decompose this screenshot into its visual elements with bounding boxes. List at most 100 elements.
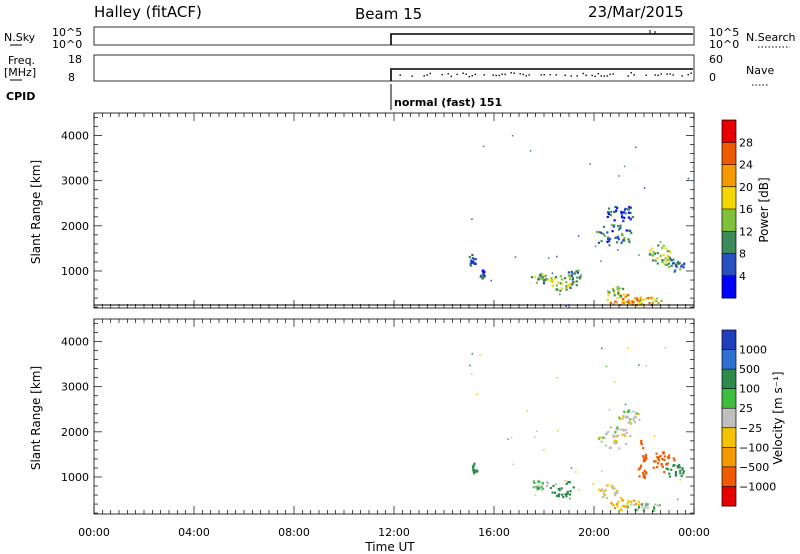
power-cell xyxy=(607,290,610,293)
velocity-cell xyxy=(613,439,616,442)
cpid-label: CPID xyxy=(6,90,35,103)
power-cell xyxy=(473,258,476,261)
freq-panel: Freq. [MHz] 18 8 60 0 Nave xyxy=(4,53,774,86)
velocity-cell xyxy=(627,409,630,412)
velocity-colorbar-tick-label: −25 xyxy=(739,422,762,435)
velocity-cell xyxy=(600,489,603,492)
velocity-colorbar-tick-label: 100 xyxy=(739,383,760,396)
power-cell xyxy=(607,294,610,297)
velocity-cell xyxy=(549,486,552,490)
power-cell xyxy=(560,287,563,290)
velocity-cell xyxy=(551,491,554,494)
velocity-cell xyxy=(624,428,627,431)
velocity-cell xyxy=(641,506,644,509)
power-panel: 1000 2000 3000 4000 Slant Range [km] xyxy=(29,112,695,309)
power-cell xyxy=(678,262,681,265)
power-cell xyxy=(609,237,612,241)
nave-point xyxy=(450,75,452,78)
power-cell xyxy=(627,299,631,302)
velocity-cell xyxy=(565,495,568,498)
power-cell xyxy=(661,246,664,250)
power-cell xyxy=(692,208,695,210)
power-cell xyxy=(602,225,606,228)
velocity-cell xyxy=(679,469,682,472)
power-cell xyxy=(651,259,654,262)
power-cell xyxy=(680,264,684,267)
velocity-cell xyxy=(556,429,559,432)
power-colorbar-swatch xyxy=(722,120,736,143)
power-cell xyxy=(608,244,611,247)
power-cell xyxy=(620,232,624,235)
power-cell xyxy=(570,274,573,277)
velocity-cell xyxy=(556,494,559,497)
power-cell xyxy=(616,285,619,288)
velocity-cell xyxy=(609,446,612,449)
velocity-cell xyxy=(621,499,625,502)
power-cell xyxy=(687,177,690,180)
velocity-cell xyxy=(678,466,681,469)
power-cell xyxy=(551,280,554,283)
velocity-colorbar-swatch xyxy=(722,447,736,468)
power-cell xyxy=(614,205,617,209)
velocity-cell xyxy=(662,452,665,455)
noise-search-label: N.Search xyxy=(746,31,796,44)
power-cell xyxy=(639,300,642,303)
power-cell xyxy=(620,212,623,215)
power-cell xyxy=(619,227,622,230)
power-cell xyxy=(606,240,609,243)
power-cell xyxy=(567,271,570,274)
velocity-cell xyxy=(638,503,641,506)
velocity-cell xyxy=(507,438,509,440)
velocity-x-tick-label: 20:00 xyxy=(578,526,610,539)
velocity-cell xyxy=(642,447,645,450)
velocity-cell xyxy=(472,465,475,468)
power-cell xyxy=(651,247,654,250)
velocity-cell xyxy=(633,503,636,507)
velocity-panel: 1000 2000 3000 4000 00:00 04:00 08:00 12:00 16:… xyxy=(29,318,710,554)
velocity-cell xyxy=(567,481,570,484)
power-cell xyxy=(483,270,486,273)
velocity-cell xyxy=(619,418,622,421)
power-cell xyxy=(666,250,669,253)
power-cell xyxy=(651,301,655,304)
velocity-cell xyxy=(619,428,622,431)
power-cell xyxy=(673,270,676,273)
power-cell xyxy=(675,266,678,269)
power-cell xyxy=(607,238,610,241)
power-cell xyxy=(622,293,625,296)
nave-point xyxy=(513,72,515,74)
power-cell xyxy=(628,240,631,244)
velocity-cell xyxy=(682,470,685,473)
nave-points xyxy=(399,72,692,78)
power-cell xyxy=(661,261,664,264)
power-cell xyxy=(655,300,658,303)
velocity-cell xyxy=(565,482,568,485)
freq-label-line1: Freq. xyxy=(8,54,35,67)
power-cell xyxy=(660,299,663,303)
power-cell xyxy=(623,165,626,168)
power-cell xyxy=(666,254,669,257)
power-cell xyxy=(600,231,603,234)
velocity-cell xyxy=(532,480,535,483)
power-cell xyxy=(596,230,600,234)
power-cell xyxy=(668,266,671,269)
velocity-cell xyxy=(510,436,513,439)
velocity-cell xyxy=(540,488,543,491)
velocity-cell xyxy=(472,468,475,471)
velocity-cell xyxy=(615,441,618,444)
velocity-cell xyxy=(608,409,611,411)
power-colorbar-tick-label: 16 xyxy=(739,203,753,216)
velocity-cell xyxy=(476,393,478,396)
power-cell xyxy=(642,298,645,301)
velocity-cell xyxy=(654,503,657,506)
power-cell xyxy=(542,274,546,277)
power-cell xyxy=(565,286,568,289)
velocity-cell xyxy=(678,464,681,467)
velocity-cell xyxy=(616,492,619,495)
power-cell xyxy=(650,296,653,299)
velocity-cell xyxy=(626,502,629,505)
power-cell xyxy=(652,251,655,254)
power-cell xyxy=(622,298,625,301)
velocity-cell xyxy=(535,485,538,489)
